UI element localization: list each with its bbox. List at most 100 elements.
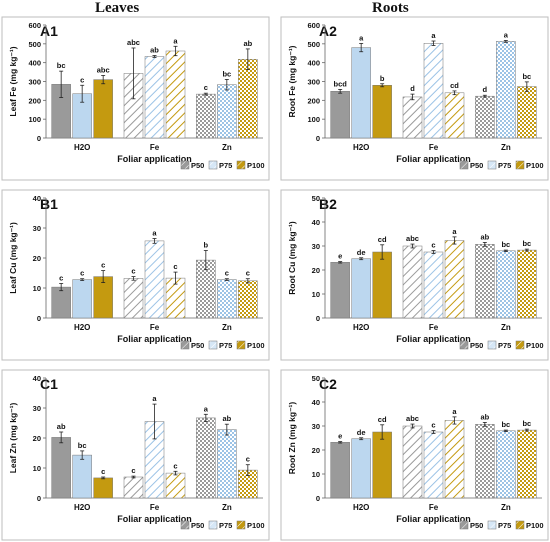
panel-label: A1	[40, 23, 58, 39]
significance-letter: bc	[522, 239, 531, 248]
panel-c2: C2 0 10 20 30 40 50 Root Zn (mg kg⁻¹) H2O e de cd Fe…	[280, 369, 549, 541]
bar-p50	[402, 96, 423, 139]
significance-letter: c	[225, 269, 229, 278]
x-tick-label: Fe	[429, 143, 439, 152]
bar-p75	[72, 279, 92, 319]
significance-letter: c	[246, 269, 250, 278]
x-tick-label: Zn	[222, 323, 232, 332]
significance-letter: c	[204, 83, 208, 92]
x-tick-label: Zn	[501, 503, 511, 512]
legend-label: P50	[470, 341, 483, 350]
panel-c1: C1 0 10 20 30 40 Leaf Zn (mg kg⁻¹) H2O ab bc c Fe c a…	[1, 369, 270, 541]
legend-label: P50	[191, 521, 204, 530]
significance-letter: a	[204, 404, 209, 413]
significance-letter: d	[483, 85, 488, 94]
significance-letter: a	[152, 229, 157, 238]
y-tick-label: 10	[312, 470, 320, 479]
legend-label: P100	[526, 521, 544, 530]
significance-letter: bc	[522, 419, 531, 428]
legend-swatch-p75	[208, 160, 218, 170]
bar-p50	[330, 442, 350, 499]
y-tick-label: 40	[312, 218, 320, 227]
panel-frame	[1, 189, 270, 361]
panel-b2: B2 0 10 20 30 40 50 Root Cu (mg kg⁻¹) H2O e de cd Fe…	[280, 189, 549, 361]
legend-label: P100	[526, 341, 544, 350]
significance-letter: ab	[150, 46, 159, 55]
bar-p75	[423, 43, 444, 139]
bar-p100	[444, 240, 465, 319]
bar-p100	[517, 429, 537, 499]
legend-swatch-p50	[180, 340, 190, 350]
significance-letter: c	[101, 467, 105, 476]
y-tick-label: 20	[312, 266, 320, 275]
bar-p75	[423, 431, 444, 499]
bar-p100	[238, 59, 258, 139]
significance-letter: bc	[57, 61, 66, 70]
y-tick-label: 100	[307, 115, 320, 124]
legend-swatch-p50	[180, 520, 190, 530]
x-tick-label: Zn	[501, 143, 511, 152]
bar-p100	[93, 477, 113, 499]
bar-p100	[238, 280, 258, 319]
y-tick-label: 500	[28, 40, 41, 49]
x-tick-label: Fe	[429, 503, 439, 512]
y-tick-label: 30	[312, 242, 320, 251]
significance-letter: e	[338, 252, 342, 261]
x-tick-label: H2O	[353, 503, 369, 512]
bar-p75	[144, 240, 165, 319]
bar-p75	[496, 41, 516, 139]
y-axis-label: Root Zn (mg kg⁻¹)	[287, 402, 297, 475]
significance-letter: bcd	[333, 79, 347, 88]
y-axis-label: Leaf Zn (mg kg⁻¹)	[8, 403, 18, 474]
bar-p75	[72, 454, 92, 499]
y-axis-label: Leaf Fe (mg kg⁻¹)	[8, 46, 18, 116]
y-tick-label: 30	[33, 404, 41, 413]
legend-swatch-p75	[487, 160, 497, 170]
bar-p50	[196, 93, 216, 139]
significance-letter: bc	[501, 420, 510, 429]
legend-label: P75	[498, 341, 511, 350]
x-tick-label: H2O	[74, 503, 90, 512]
significance-letter: bc	[222, 69, 231, 78]
y-tick-label: 50	[312, 194, 320, 203]
y-tick-label: 0	[37, 134, 41, 143]
significance-letter: ab	[480, 412, 489, 421]
significance-letter: c	[80, 269, 84, 278]
bar-p100	[165, 50, 186, 139]
bar-p50	[475, 424, 495, 499]
y-axis-label: Root Cu (mg kg⁻¹)	[287, 221, 297, 295]
x-axis-label: Foliar application	[117, 334, 192, 344]
x-tick-label: Zn	[222, 503, 232, 512]
legend-label: P75	[219, 521, 232, 530]
y-tick-label: 30	[33, 224, 41, 233]
bar-p100	[444, 92, 465, 139]
legend-swatch-p50	[180, 160, 190, 170]
bar-p50	[51, 286, 71, 319]
y-tick-label: 0	[37, 494, 41, 503]
bar-p75	[496, 250, 516, 319]
y-tick-label: 0	[316, 134, 320, 143]
bar-p75	[217, 84, 237, 139]
x-axis-label: Foliar application	[117, 154, 192, 164]
significance-letter: c	[59, 274, 63, 283]
bar-p50	[123, 278, 144, 319]
significance-letter: a	[152, 394, 157, 403]
x-tick-label: H2O	[353, 143, 369, 152]
significance-letter: a	[173, 36, 178, 45]
significance-letter: c	[101, 261, 105, 270]
bar-p100	[93, 79, 113, 139]
significance-letter: ab	[57, 422, 66, 431]
significance-letter: b	[204, 241, 209, 250]
bar-p50	[402, 425, 423, 499]
legend-swatch-p75	[208, 340, 218, 350]
bar-p100	[372, 85, 392, 139]
y-tick-label: 50	[312, 374, 320, 383]
y-tick-label: 30	[312, 422, 320, 431]
significance-letter: a	[359, 33, 364, 42]
legend-label: P50	[470, 161, 483, 170]
significance-letter: a	[452, 227, 457, 236]
legend-label: P75	[498, 161, 511, 170]
legend-label: P100	[526, 161, 544, 170]
significance-letter: abc	[127, 38, 140, 47]
bar-p75	[351, 438, 371, 499]
